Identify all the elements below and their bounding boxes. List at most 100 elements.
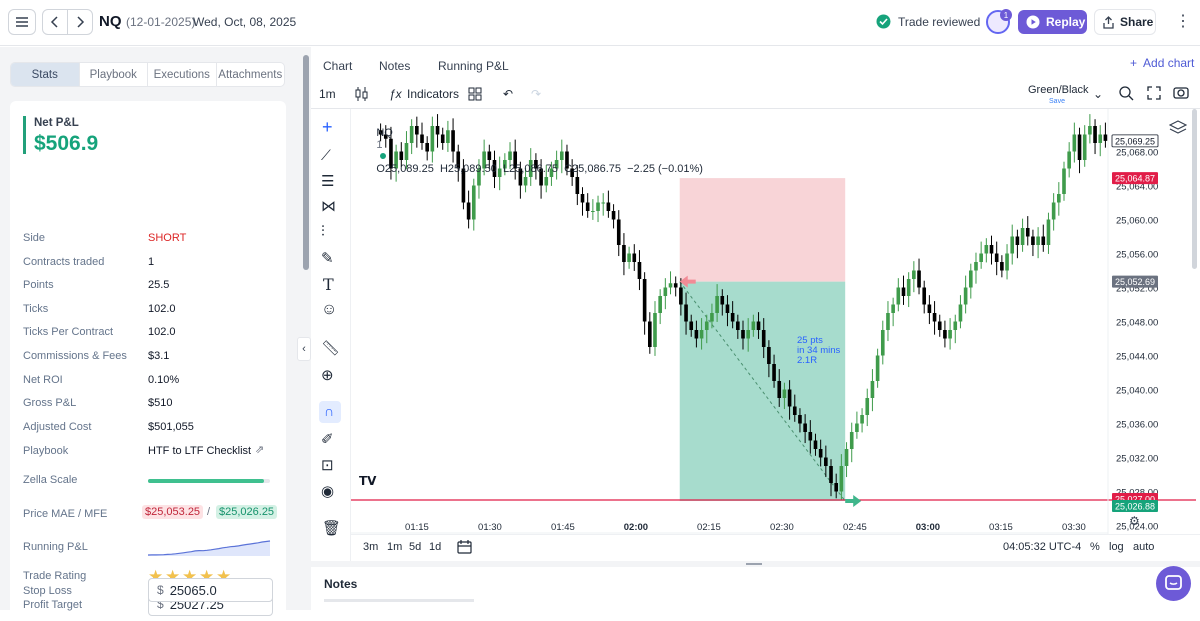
chat-button[interactable] xyxy=(1156,566,1191,601)
chevron-right-icon xyxy=(77,16,85,28)
candle-body xyxy=(1031,236,1035,245)
menu-button[interactable] xyxy=(8,9,36,35)
zoom-in-icon[interactable]: ⊕ xyxy=(321,367,334,384)
trend-line-icon[interactable]: ⟋ xyxy=(321,147,331,163)
replay-button[interactable]: Replay xyxy=(1018,10,1087,34)
undo-icon[interactable]: ↶ xyxy=(503,87,514,101)
share-button[interactable]: Share xyxy=(1094,9,1156,35)
more-options-icon[interactable]: ⋮ xyxy=(1175,13,1191,30)
playbook-link[interactable]: HTF to LTF Checklist xyxy=(148,445,252,457)
candle-body xyxy=(777,381,782,398)
chevron-down-icon[interactable]: ⌄ xyxy=(1093,87,1104,101)
notes-heading: Notes xyxy=(324,577,358,591)
bottom-toolbar: 3m 1m 5d 1d 04:05:32 UTC-4 % log auto xyxy=(351,534,1200,561)
candle-body xyxy=(622,245,626,262)
tradingview-logo[interactable]: 𝗧𝗩 xyxy=(359,474,377,488)
dollar-icon: $ xyxy=(157,597,164,611)
layers-icon[interactable] xyxy=(1169,120,1187,136)
zella-scale-track xyxy=(148,479,270,483)
crosshair-icon[interactable]: + xyxy=(322,117,333,137)
price-chart[interactable]: 25,068.00 25,064.00 25,060.00 25,056.00 25,0… xyxy=(311,109,1200,534)
candle-body xyxy=(663,287,668,296)
fullscreen-icon[interactable] xyxy=(1147,86,1161,100)
range-1m[interactable]: 1m xyxy=(387,541,403,553)
scrollbar-thumb[interactable] xyxy=(303,55,309,270)
ruler-icon[interactable]: 📏︎ xyxy=(321,340,341,357)
chart-legend: NQ 1 O25,089.25 H25,089.50 L25,086.75 C2… xyxy=(358,115,703,187)
auto-toggle[interactable]: auto xyxy=(1133,541,1155,553)
exit-arrow-marker xyxy=(845,495,862,508)
chart-settings-icon[interactable]: ⚙ xyxy=(1129,514,1140,528)
emoji-icon[interactable]: ☺ xyxy=(321,301,338,318)
tab-notes[interactable]: Notes xyxy=(379,59,411,73)
trade-reviewed-status[interactable]: Trade reviewed xyxy=(876,14,980,29)
candle-body xyxy=(606,202,611,211)
x-tick-label: 01:30 xyxy=(478,522,502,533)
add-chart-button[interactable]: + Add chart xyxy=(1130,56,1194,70)
eye-icon[interactable]: ◉ xyxy=(321,483,335,500)
candle-body xyxy=(1057,194,1061,203)
theme-save-label: Save xyxy=(1049,98,1065,105)
candle-body xyxy=(1098,134,1103,143)
left-scrollbar[interactable] xyxy=(302,47,310,610)
y-tick-label: 25,024.00 xyxy=(1116,522,1158,533)
layout-grid-icon[interactable] xyxy=(468,87,482,101)
tab-chart[interactable]: Chart xyxy=(323,59,353,73)
range-1d[interactable]: 1d xyxy=(429,541,442,553)
candle-body xyxy=(409,126,414,143)
text-icon[interactable]: T xyxy=(323,275,334,294)
unlock-icon[interactable]: ⊡ xyxy=(321,457,334,474)
fx-icon[interactable]: ƒx xyxy=(389,87,402,101)
candle-body xyxy=(803,423,807,432)
tab-running-pnl[interactable]: Running P&L xyxy=(438,59,509,73)
drawing-toolbar: + ⟋ ☰ ⋈ ⫶ ✎ T ☺ 📏︎ ⊕ ∩ ✐ ⊡ ◉ 🗑︎ xyxy=(311,109,351,561)
tab-attachments[interactable]: Attachments xyxy=(218,68,283,81)
candles-icon[interactable] xyxy=(354,86,368,102)
fib-icon[interactable]: ☰ xyxy=(321,173,335,190)
camera-icon[interactable] xyxy=(1173,85,1189,100)
percent-toggle[interactable]: % xyxy=(1090,541,1100,553)
pattern-icon[interactable]: ⋈ xyxy=(321,198,336,215)
candle-body xyxy=(539,168,543,186)
brush-icon[interactable]: ✎ xyxy=(321,250,334,267)
log-toggle[interactable]: log xyxy=(1109,541,1124,553)
redo-icon[interactable]: ↷ xyxy=(531,87,542,101)
quick-search-icon[interactable] xyxy=(1118,85,1134,101)
external-link-icon[interactable]: ⇗ xyxy=(255,444,265,456)
interval-button[interactable]: 1m xyxy=(319,87,336,101)
range-5d[interactable]: 5d xyxy=(409,541,422,553)
tab-stats[interactable]: Stats xyxy=(11,63,80,86)
trash-icon[interactable]: 🗑︎ xyxy=(322,520,342,537)
x-tick-label: 02:30 xyxy=(770,522,794,533)
candle-body xyxy=(818,449,823,458)
left-tabs: Stats Playbook Executions Attachments xyxy=(10,62,285,87)
candle-body xyxy=(917,270,921,288)
lock-drawing-icon[interactable]: ✐ xyxy=(321,431,334,448)
stop-loss-input[interactable]: $ 25065.0 xyxy=(148,578,273,602)
candle-body xyxy=(824,457,828,466)
date-range-icon[interactable] xyxy=(457,540,472,554)
prev-trade-button[interactable] xyxy=(42,9,68,35)
chart-scrollbar[interactable] xyxy=(1191,109,1199,529)
range-3m[interactable]: 3m xyxy=(363,541,379,553)
next-trade-button[interactable] xyxy=(67,9,93,35)
theme-selector[interactable]: Green/Black Save xyxy=(1028,85,1089,107)
magnet-button[interactable]: ∩ xyxy=(319,401,341,423)
x-tick-label: 02:45 xyxy=(843,522,867,533)
tab-playbook[interactable]: Playbook xyxy=(80,63,148,86)
y-tick-label: 25,052.00 xyxy=(1116,284,1158,295)
projection-icon[interactable]: ⫶ xyxy=(321,223,325,240)
trade-measure-label: 25 pts in 34 mins 2.1R xyxy=(797,336,840,366)
collapse-panel-button[interactable]: ‹ xyxy=(297,337,311,361)
scrollbar-thumb[interactable] xyxy=(1192,109,1197,269)
clock-readout[interactable]: 04:05:32 UTC-4 xyxy=(1003,541,1082,553)
stat-value: 25.5 xyxy=(148,279,170,291)
tab-executions[interactable]: Executions xyxy=(148,63,217,86)
notes-resize-handle[interactable] xyxy=(311,561,1200,567)
indicators-button[interactable]: Indicators xyxy=(407,87,460,101)
candle-body xyxy=(741,330,745,339)
candle-body xyxy=(658,296,662,313)
chart-area[interactable]: + ⟋ ☰ ⋈ ⫶ ✎ T ☺ 📏︎ ⊕ ∩ ✐ ⊡ ◉ 🗑︎ 25,068.0… xyxy=(311,109,1200,561)
x-tick-label: 01:45 xyxy=(551,522,575,533)
drag-handle-icon[interactable] xyxy=(746,563,762,565)
